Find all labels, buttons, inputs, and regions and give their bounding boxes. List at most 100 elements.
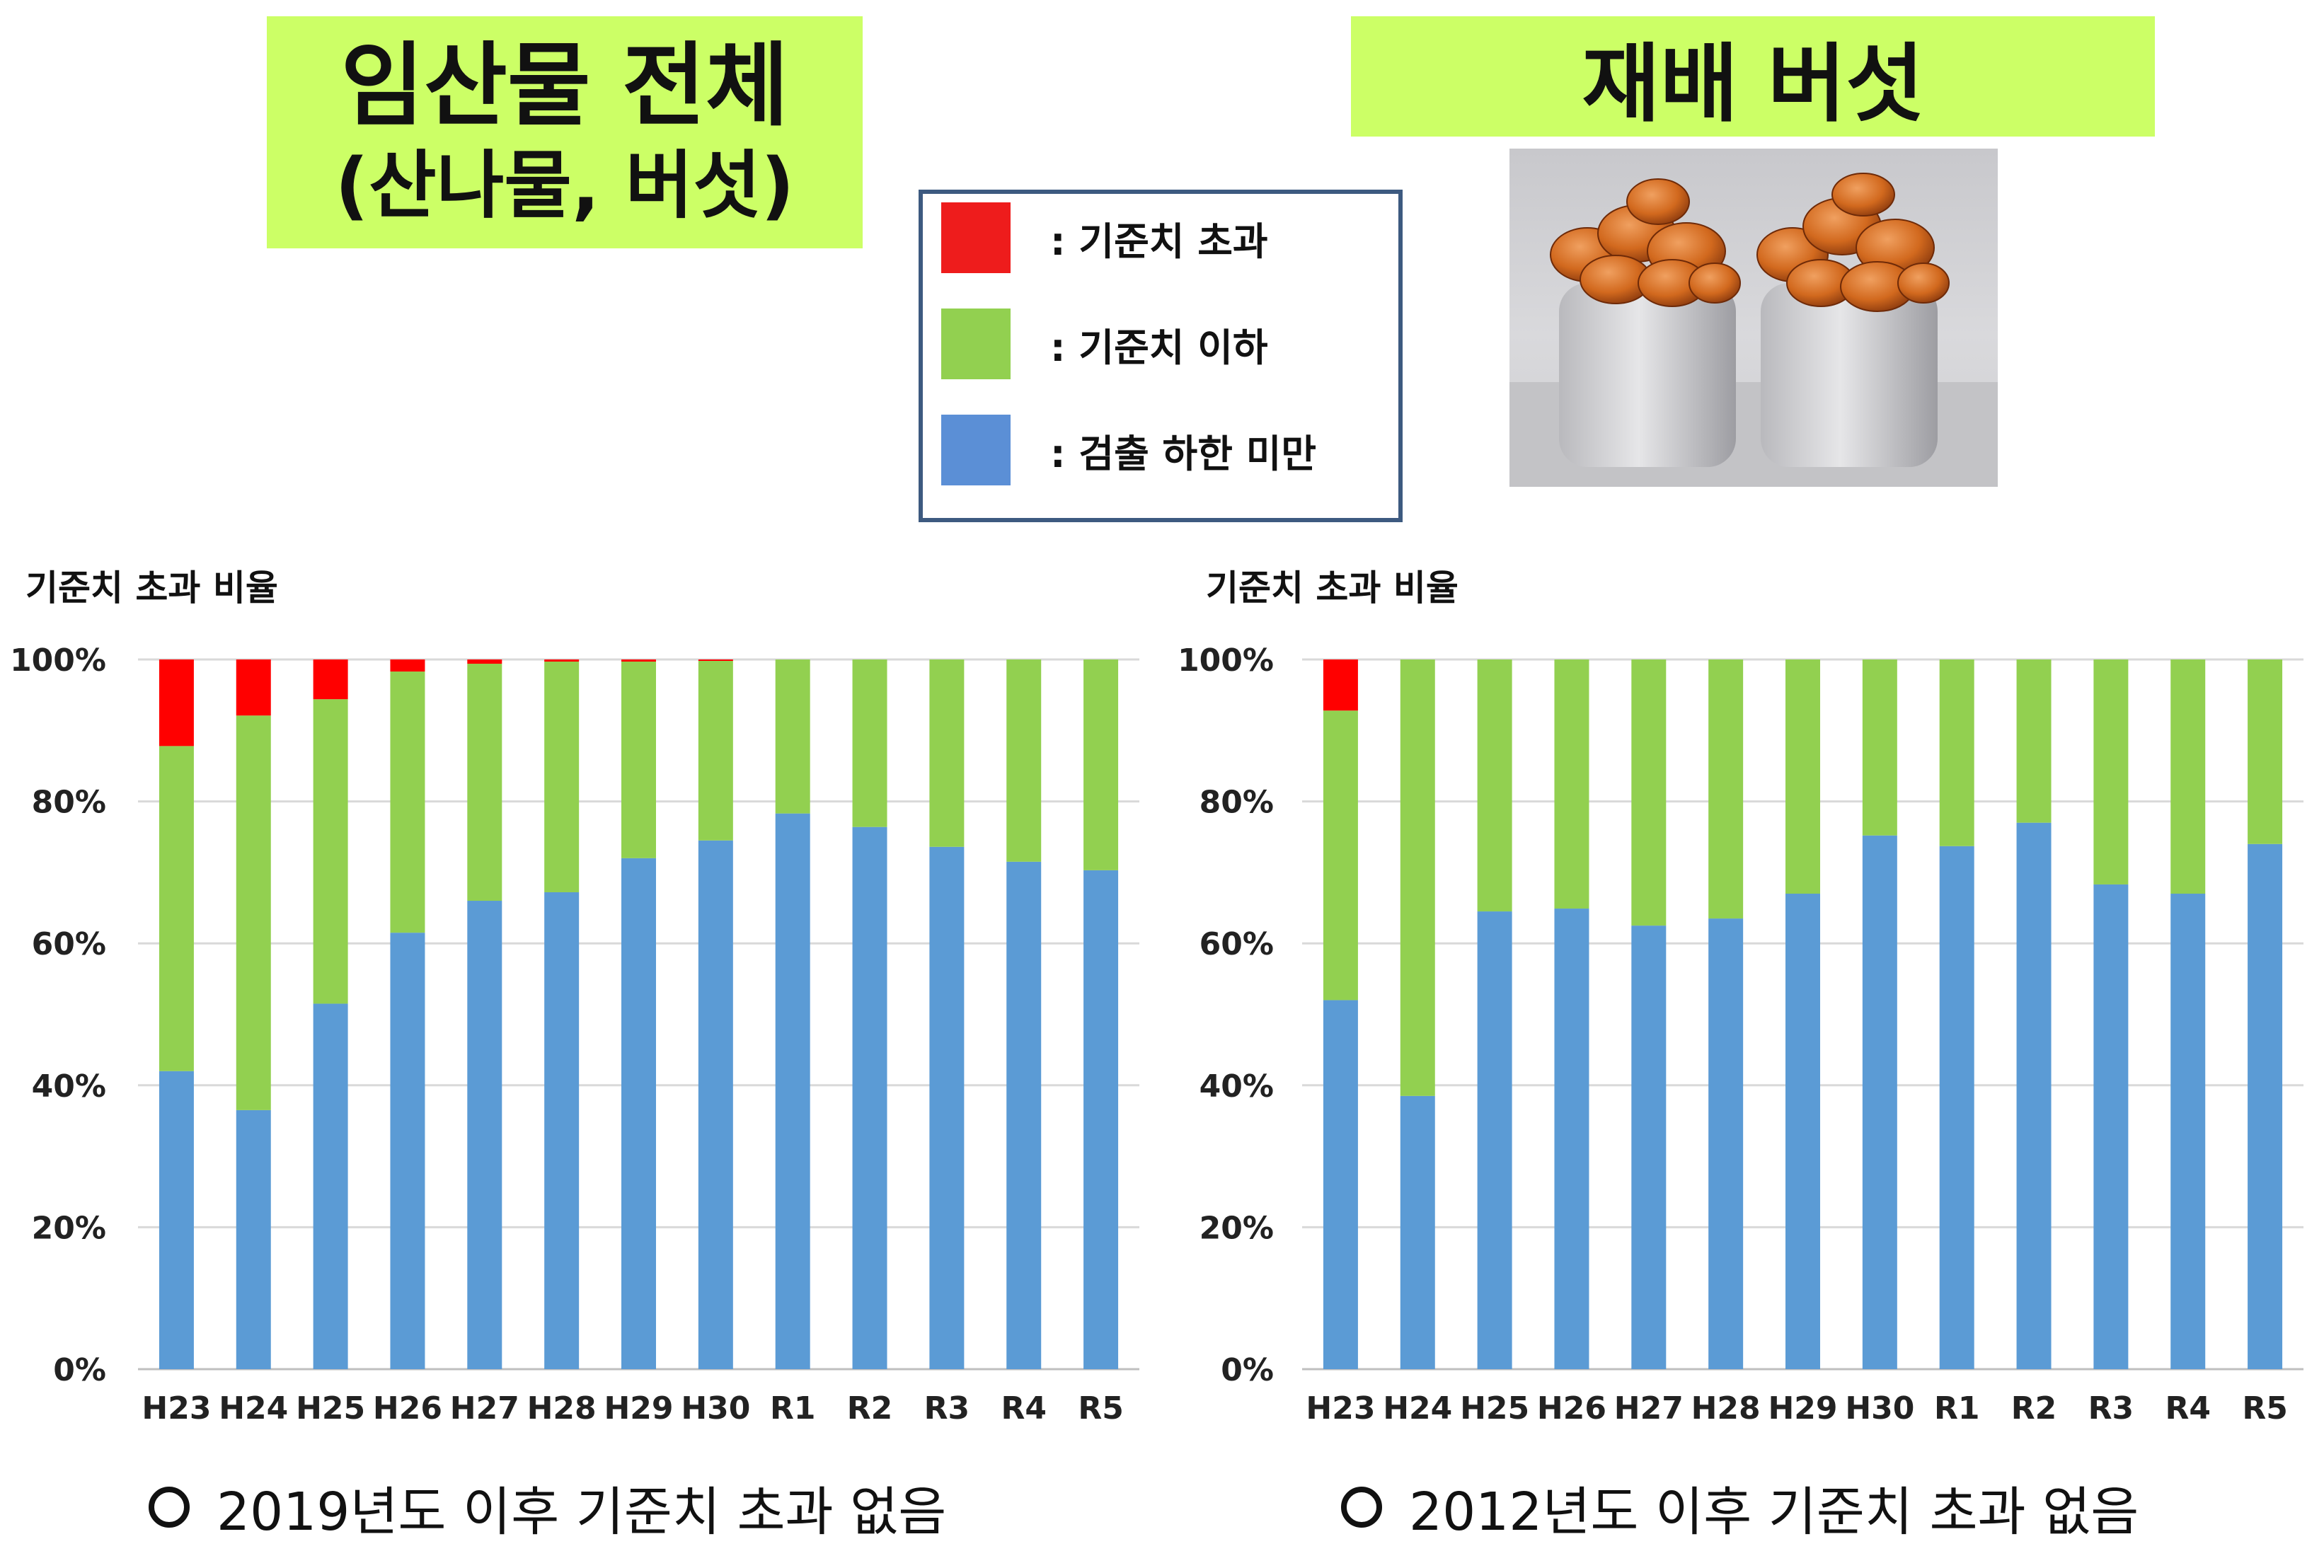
legend-swatch-blue: [941, 415, 1011, 485]
chart-title: 기준치 초과 비율: [25, 567, 278, 609]
legend-label: : 검출 하한 미만: [1050, 431, 1317, 476]
chart-cultivated-mushrooms: 기준치 초과 비율 0% 20% 40% 60% 80% 100% H23 H24 H25 H26…: [1175, 559, 2324, 1443]
bar-segment: [852, 826, 887, 1369]
chart-title: 기준치 초과 비율: [1206, 567, 1459, 609]
x-tick-label: H23: [142, 1390, 211, 1426]
legend: : 기준치 초과 : 기준치 이하 : 검출 하한 미만: [919, 190, 1403, 522]
bar-segment: [929, 846, 965, 1369]
x-tick-label: R1: [770, 1390, 816, 1426]
bar-segment: [621, 659, 656, 662]
x-tick-label: H25: [1460, 1390, 1529, 1426]
bar-segment: [2170, 893, 2206, 1369]
bar-segment: [1554, 659, 1589, 909]
bar-segment: [1708, 918, 1744, 1369]
mushroom-illustration: [1509, 173, 1998, 487]
y-tick-label: 0%: [53, 1352, 106, 1388]
y-tick-label: 100%: [10, 642, 106, 679]
y-tick-label: 80%: [32, 785, 106, 821]
chart-svg: 기준치 초과 비율 0% 20% 40% 60% 80% 100% H23 H24 H25 H26…: [1178, 567, 2303, 1426]
bar-segment: [544, 659, 580, 662]
bar-segment: [1323, 659, 1358, 711]
x-tick-label: H29: [604, 1390, 673, 1426]
bar-segment: [1631, 659, 1667, 926]
left-title-line2: (산나물, 버섯): [335, 142, 795, 229]
x-tick-label: H30: [1845, 1390, 1914, 1426]
bar-segment: [390, 933, 425, 1369]
right-title: 재배 버섯: [1582, 35, 1924, 134]
footnote-text: 2012년도 이후 기준치 초과 없음: [1409, 1481, 2139, 1543]
x-tick-label: R5: [2242, 1390, 2288, 1426]
legend-swatch-green: [941, 309, 1011, 379]
x-tick-label: H27: [1614, 1390, 1684, 1426]
chart-svg: 기준치 초과 비율 0% 20% 40% 60% 80% 100% H23 H24 H25 H26…: [10, 567, 1139, 1426]
x-tick-label: R4: [1001, 1390, 1047, 1426]
bar-segment: [621, 662, 656, 858]
bar-segment: [467, 659, 502, 664]
bar-segment: [390, 671, 425, 933]
bar-segment: [2093, 884, 2129, 1369]
bar-segment: [698, 840, 733, 1369]
bar-segment: [1323, 1000, 1358, 1369]
x-tick-label: H26: [373, 1390, 442, 1426]
bar-segment: [775, 813, 810, 1369]
legend-item-below: : 기준치 이하: [941, 309, 1268, 379]
y-tick-label: 60%: [32, 926, 106, 962]
bar-segment: [159, 1071, 194, 1369]
bar-segment: [1006, 861, 1042, 1369]
x-tick-label: R2: [2011, 1390, 2057, 1426]
bar-segment: [1785, 893, 1820, 1369]
circle-bullet-icon: [149, 1487, 190, 1528]
x-tick-label: H27: [450, 1390, 519, 1426]
bar-segment: [1400, 659, 1435, 1096]
bar-segment: [313, 699, 348, 1004]
bar-segment: [467, 901, 502, 1369]
x-tick-label: H23: [1306, 1390, 1375, 1426]
bar-segment: [390, 659, 425, 672]
bar-segment: [852, 659, 887, 827]
chart-all-forest-products: 기준치 초과 비율 0% 20% 40% 60% 80% 100% H23 H24 H25 H26…: [0, 559, 1162, 1443]
left-title-line1: 임산물 전체: [340, 33, 789, 139]
bar-segment: [1862, 659, 1897, 836]
bar-segment: [2248, 843, 2283, 1369]
x-tick-label: H28: [1691, 1390, 1761, 1426]
legend-item-undetected: : 검출 하한 미만: [941, 415, 1316, 485]
bar-segment: [775, 659, 810, 814]
bar-segment: [621, 858, 656, 1369]
bar-segment: [1939, 846, 1974, 1369]
y-tick-label: 100%: [1178, 642, 1274, 679]
y-tick-label: 40%: [1200, 1068, 1274, 1105]
x-tick-label: R5: [1078, 1390, 1124, 1426]
x-tick-label: R4: [2165, 1390, 2211, 1426]
bar-segment: [236, 715, 271, 1110]
bar-segment: [1400, 1095, 1435, 1369]
bar-segment: [929, 659, 965, 847]
bar-segment: [2248, 659, 2283, 844]
bar-segment: [313, 659, 348, 700]
bar-segment: [1862, 835, 1897, 1369]
legend-item-exceeded: : 기준치 초과: [941, 202, 1268, 273]
x-tick-label: R1: [1934, 1390, 1980, 1426]
y-tick-label: 0%: [1221, 1352, 1274, 1388]
y-tick-label: 60%: [1200, 926, 1274, 962]
bar-segment: [1477, 659, 1512, 912]
bar-segment: [2016, 659, 2052, 823]
bar-segment: [544, 662, 580, 892]
bar-segment: [1785, 659, 1820, 894]
bar-segment: [159, 746, 194, 1071]
y-tick-label: 40%: [32, 1068, 106, 1105]
x-tick-label: H25: [296, 1390, 365, 1426]
y-tick-label: 20%: [1200, 1210, 1274, 1246]
bar-segment: [544, 892, 580, 1369]
bar-segment: [698, 659, 733, 662]
bar-segment: [1083, 870, 1119, 1369]
x-tick-label: H28: [527, 1390, 597, 1426]
footnote-right: 2012년도 이후 기준치 초과 없음: [1341, 1473, 2139, 1543]
bar-segment: [236, 659, 271, 716]
x-tick-label: H29: [1768, 1390, 1837, 1426]
legend-label: : 기준치 초과: [1050, 219, 1268, 264]
footnote-left: 2019년도 이후 기준치 초과 없음: [149, 1473, 946, 1543]
bar-segment: [236, 1109, 271, 1369]
bar-segment: [1631, 926, 1667, 1369]
left-title-box: 임산물 전체 (산나물, 버섯): [267, 16, 863, 248]
x-tick-label: H30: [681, 1390, 750, 1426]
